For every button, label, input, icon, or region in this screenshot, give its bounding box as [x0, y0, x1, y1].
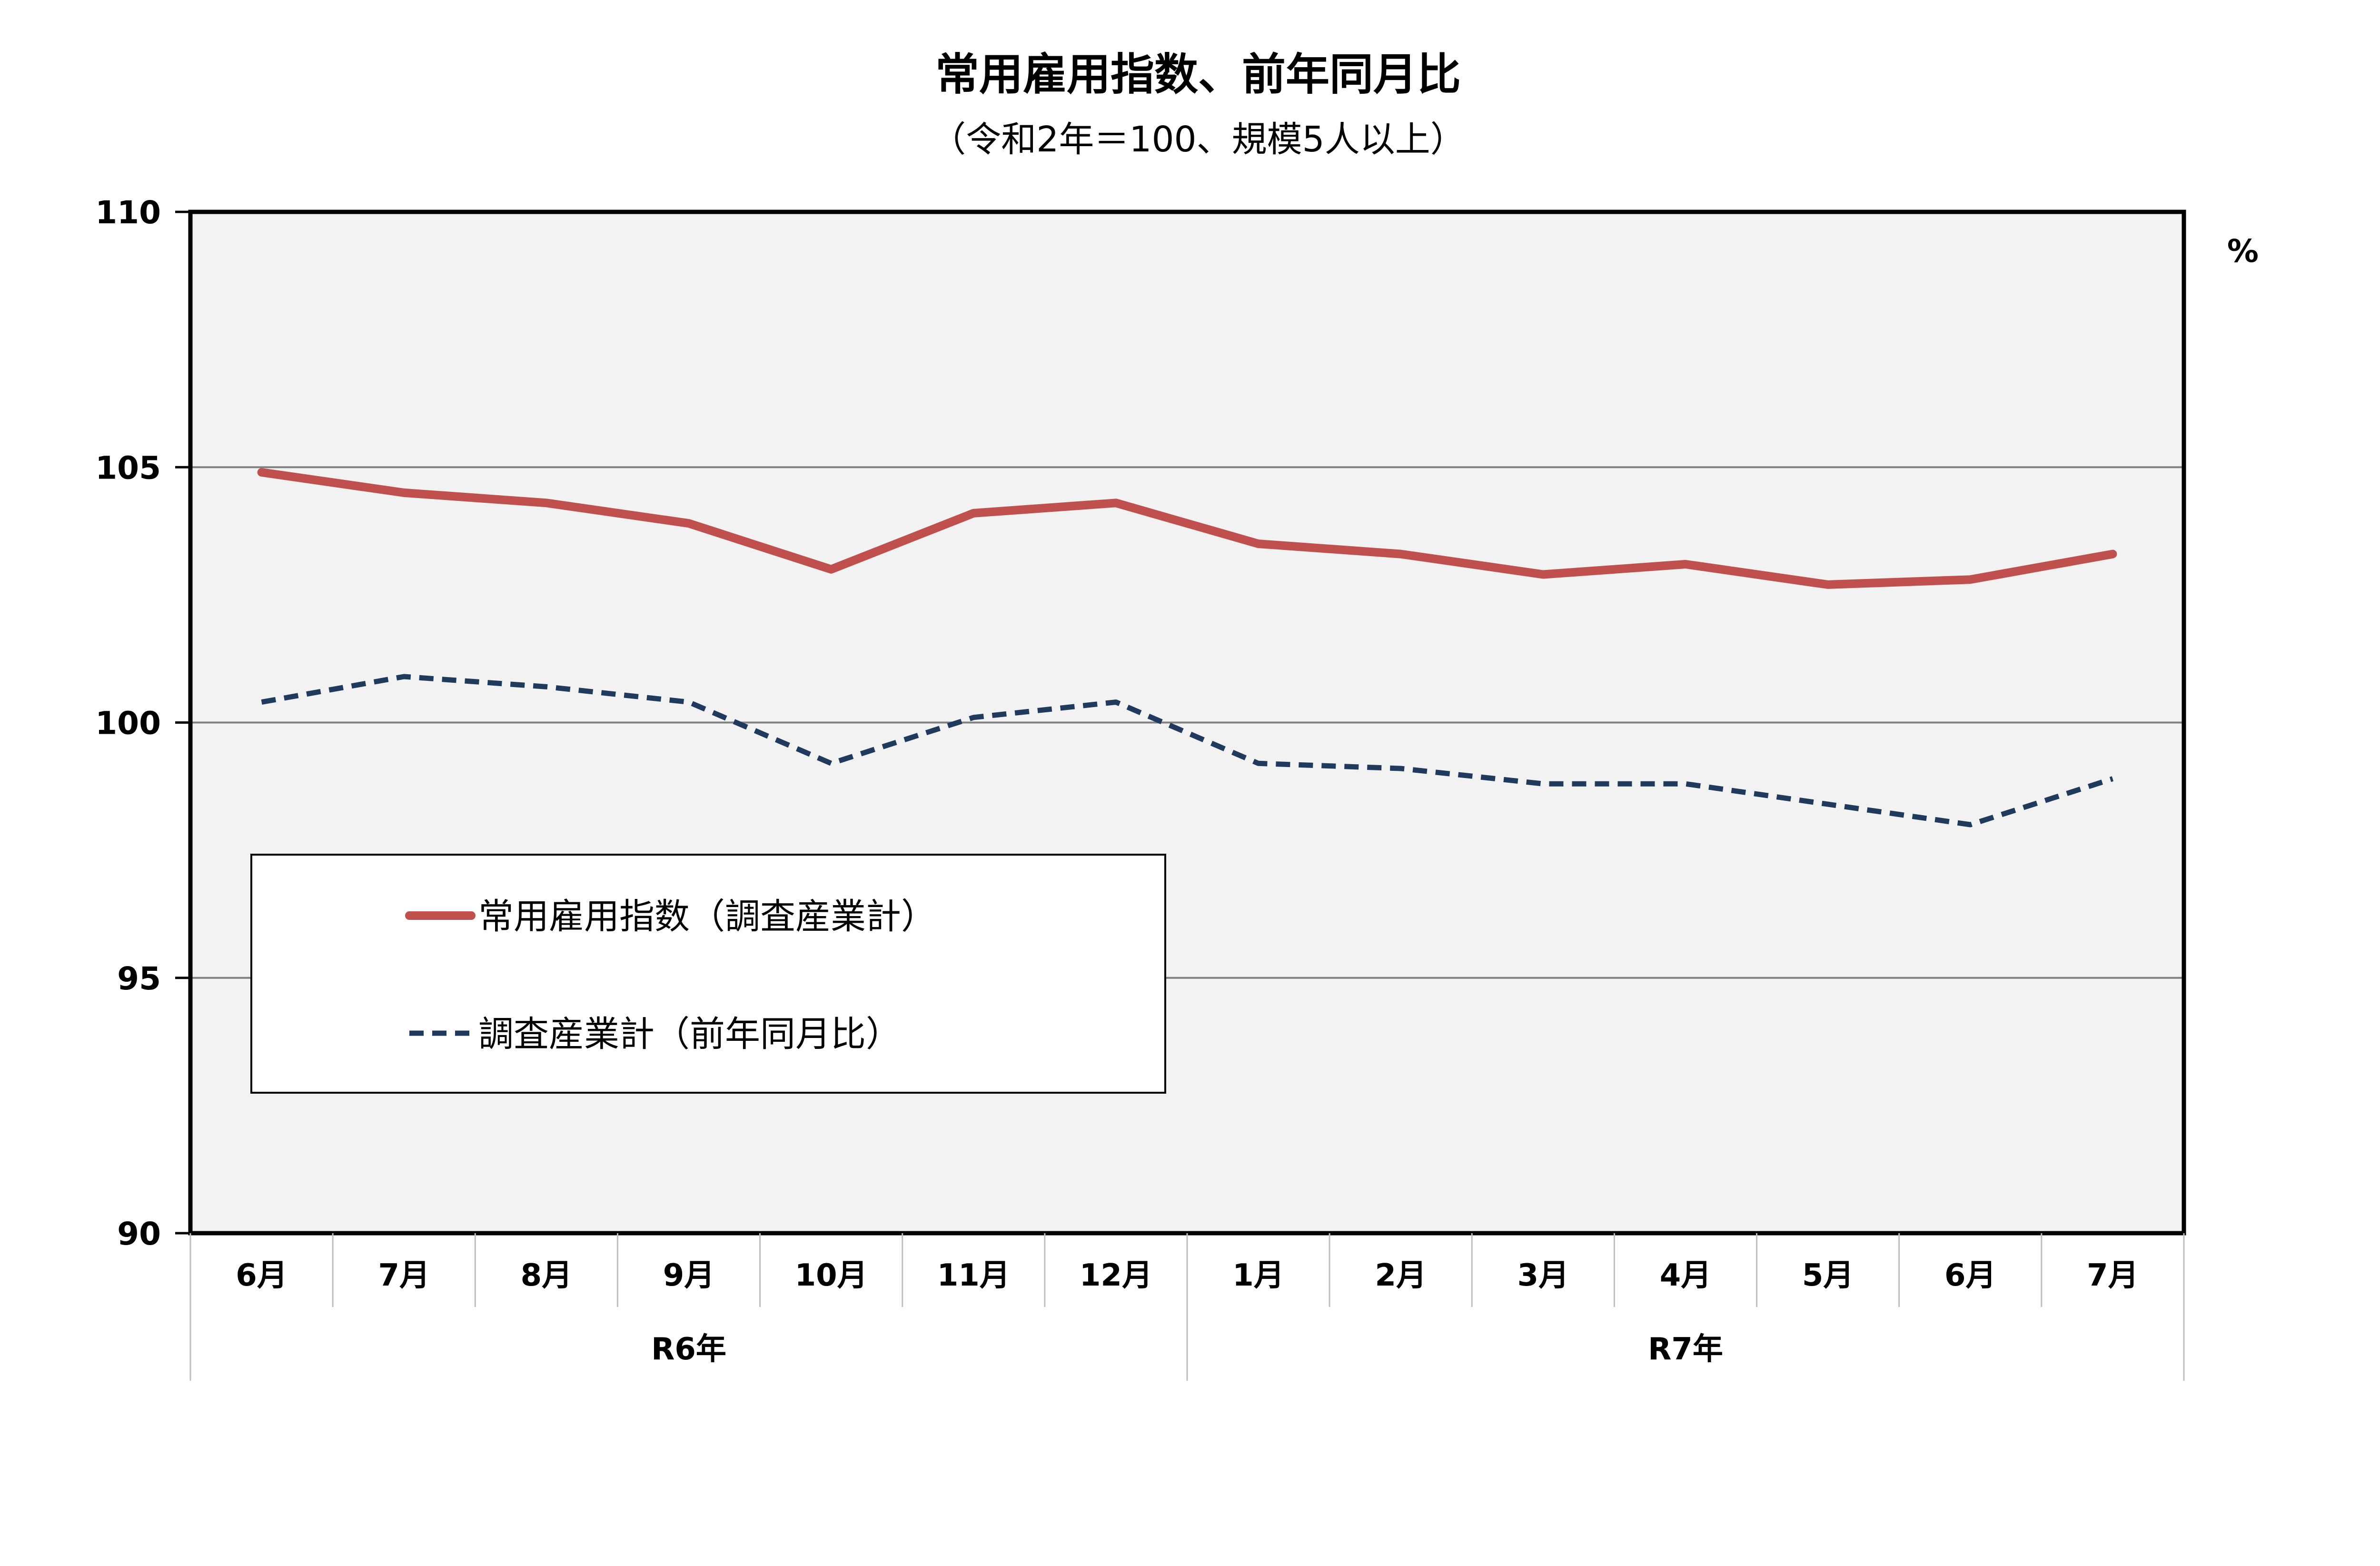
x-tick-label: 11月	[937, 1258, 1010, 1293]
series-layer	[257, 468, 2117, 828]
chart-subtitle: （令和2年＝100、規模5人以上）	[931, 119, 1465, 160]
y-tick-label: 100	[95, 705, 161, 742]
legend-label-index: 常用雇用指数（調査産業計）	[478, 896, 936, 937]
x-tick-label: 10月	[795, 1258, 868, 1293]
series-line-index	[257, 468, 2117, 589]
x-tick-label: 5月	[1802, 1258, 1854, 1293]
x-tick-label: 8月	[521, 1258, 573, 1293]
x-tick-label: 6月	[1944, 1258, 1996, 1293]
x-tick-label: 7月	[2087, 1258, 2139, 1293]
y-axis: 90 95 100 105 110	[95, 194, 190, 1252]
x-group-label: R6年	[651, 1332, 726, 1367]
legend-box	[250, 854, 1166, 1094]
x-tick-label: 6月	[236, 1258, 288, 1293]
x-tick-label: 3月	[1517, 1258, 1569, 1293]
right-axis-unit: %	[2227, 233, 2259, 269]
y-tick-label: 95	[117, 960, 161, 997]
x-axis: 6月 7月 8月 9月 10月 11月 12月 1月 2月 3月 4月 5月 6月 7月 R6年 R7年	[189, 1233, 2185, 1381]
x-tick-label: 7月	[378, 1258, 430, 1293]
y-tick-label: 105	[95, 449, 161, 486]
x-tick-label: 2月	[1375, 1258, 1427, 1293]
legend-label-yoy: 調査産業計（前年同月比）	[478, 1014, 901, 1055]
x-tick-label: 9月	[663, 1258, 715, 1293]
x-tick-label: 4月	[1660, 1258, 1712, 1293]
x-tick-label: 12月	[1080, 1258, 1152, 1293]
series-line-yoy	[261, 674, 2114, 828]
y-tick-label: 110	[95, 194, 161, 231]
chart-title: 常用雇用指数、前年同月比	[935, 49, 1461, 100]
legend: 常用雇用指数（調査産業計） 調査産業計（前年同月比）	[250, 854, 1166, 1094]
x-tick-label: 1月	[1232, 1258, 1284, 1293]
y-tick-label: 90	[117, 1216, 161, 1252]
x-group-label: R7年	[1648, 1332, 1723, 1367]
